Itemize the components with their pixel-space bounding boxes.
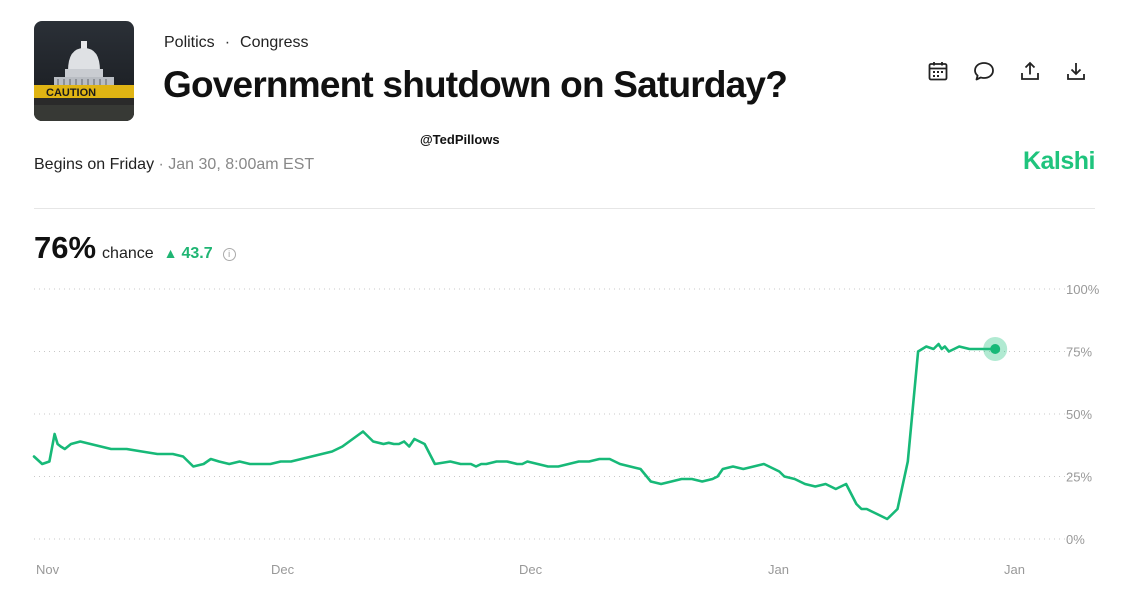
divider — [34, 208, 1095, 209]
x-tick-label: Dec — [519, 562, 543, 577]
x-tick-label: Jan — [768, 562, 789, 577]
download-button[interactable] — [1064, 58, 1088, 84]
comment-icon — [974, 62, 994, 81]
brand-logo[interactable]: Kalshi — [1022, 147, 1096, 175]
info-icon[interactable]: i — [222, 247, 236, 261]
page-title: Government shutdown on Saturday? — [163, 64, 788, 105]
chance-change: ▲ 43.7 — [164, 245, 213, 263]
current-point[interactable] — [990, 344, 1001, 354]
y-tick-label: 25% — [1066, 470, 1092, 485]
x-tick-label: Dec — [271, 562, 295, 577]
y-tick-label: 100% — [1066, 282, 1100, 297]
chart-grid — [34, 288, 1082, 540]
download-icon — [1067, 63, 1085, 80]
probability-chart: 0% 25% 50% 75% 100% Nov Dec Dec Jan Jan — [32, 282, 1100, 577]
breadcrumb-separator: · — [224, 34, 231, 51]
chance-label: chance — [102, 245, 154, 262]
market-thumbnail: CAUTION — [34, 21, 134, 121]
event-begins: Begins on Friday · Jan 30, 8:00am EST — [34, 156, 315, 173]
y-tick-label: 0% — [1066, 532, 1085, 547]
calendar-button[interactable] — [926, 58, 950, 84]
up-triangle-icon: ▲ — [163, 245, 178, 261]
chance-summary: 76% chance ▲ 43.7 i — [34, 230, 236, 266]
begins-label: Begins on Friday — [34, 156, 155, 173]
y-tick-label: 75% — [1066, 345, 1092, 360]
breadcrumb-subcategory[interactable]: Congress — [240, 34, 309, 51]
share-icon — [1021, 61, 1039, 80]
x-tick-label: Jan — [1004, 562, 1025, 577]
breadcrumb: Politics · Congress — [164, 34, 309, 52]
x-tick-label: Nov — [36, 562, 60, 577]
series-line — [32, 342, 997, 521]
toolbar — [926, 58, 1088, 84]
capitol-image: CAUTION — [34, 21, 134, 121]
begins-date: Jan 30, 8:00am EST — [168, 156, 315, 173]
y-axis: 0% 25% 50% 75% 100% — [1066, 282, 1100, 547]
watermark-handle: @TedPillows — [420, 132, 500, 147]
share-button[interactable] — [1018, 58, 1042, 84]
caution-tape-text: CAUTION — [46, 87, 96, 99]
chance-value: 76% — [34, 230, 97, 265]
x-axis: Nov Dec Dec Jan Jan — [36, 562, 1025, 577]
change-value: 43.7 — [181, 245, 213, 262]
comment-button[interactable] — [972, 58, 996, 84]
y-tick-label: 50% — [1066, 407, 1092, 422]
calendar-icon — [928, 62, 948, 81]
breadcrumb-category[interactable]: Politics — [164, 34, 215, 51]
